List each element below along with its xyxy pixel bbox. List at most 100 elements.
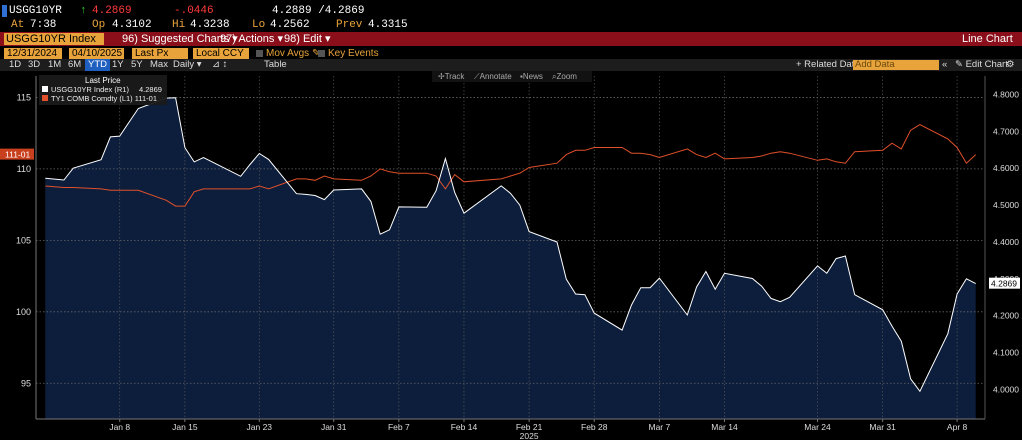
period-max[interactable]: Max: [150, 59, 168, 70]
x-tick-label: Feb 14: [451, 422, 478, 432]
mov-avgs-label: Mov Avgs: [266, 48, 310, 59]
right-tick-label: 4.8000: [993, 89, 1019, 99]
mov-avgs-toggle[interactable]: Mov Avgs ✎: [256, 48, 320, 59]
frequency-select[interactable]: Daily ▾: [173, 59, 202, 70]
right-tick-label: 4.7000: [993, 126, 1019, 136]
collapse-icon[interactable]: «: [942, 59, 948, 70]
right-tick-label: 4.4000: [993, 237, 1019, 247]
x-tick-label: Jan 8: [109, 422, 130, 432]
annotate-tool[interactable]: ⟋ Annotate: [474, 72, 512, 81]
end-date-field[interactable]: 04/10/2025: [69, 48, 124, 59]
treasury-area: [45, 97, 976, 420]
quote-change: -.0446: [174, 5, 214, 17]
period-ytd[interactable]: YTD: [85, 59, 110, 71]
legend-box: [39, 75, 167, 105]
x-tick-label: Feb 28: [581, 422, 608, 432]
start-date-field[interactable]: 12/31/2024: [4, 48, 62, 59]
annotate-label: Annotate: [479, 72, 512, 81]
track-tool[interactable]: ✢ Track: [438, 72, 465, 81]
add-data-input[interactable]: Add Data: [853, 60, 939, 70]
suggested-charts-menu[interactable]: 96) Suggested Charts ▾: [122, 33, 238, 45]
x-tick-label: Mar 14: [711, 422, 738, 432]
news-tool[interactable]: ▪ News: [520, 72, 543, 81]
currency-select[interactable]: Local CCY: [193, 48, 249, 59]
right-tick-label: 4.2000: [993, 311, 1019, 321]
right-tick-label: 4.6000: [993, 163, 1019, 173]
left-tick-label: 105: [16, 235, 31, 245]
left-current-value: 111-01: [5, 150, 30, 160]
controls-row: [0, 47, 1022, 59]
left-tick-label: 115: [17, 92, 31, 102]
legend-series-label: TY1 COMB Comdty (L1) 111-01: [51, 94, 157, 103]
left-tick-label: 110: [17, 164, 31, 174]
high-label: Hi: [172, 19, 186, 31]
left-tick-label: 95: [21, 378, 31, 388]
right-current-tag: [989, 277, 1020, 289]
legend-swatch: [42, 86, 48, 92]
key-events-checkbox-icon: [318, 49, 325, 57]
period-6m[interactable]: 6M: [68, 59, 82, 70]
period-1y[interactable]: 1Y: [112, 59, 124, 70]
right-tick-label: 4.1000: [993, 348, 1019, 358]
prev-label: Prev: [336, 19, 363, 31]
legend-series-label: USGG10YR Index (R1): [51, 85, 129, 94]
actions-menu[interactable]: 97) Actions ▾: [220, 33, 283, 45]
key-events-toggle[interactable]: Key Events: [318, 48, 379, 59]
x-year-label: 2025: [520, 431, 539, 440]
gear-icon[interactable]: ⚙: [1006, 59, 1015, 70]
chart-toolbar: ✢ Track ⟋ Annotate ▪ News ⌕ Zoom: [432, 71, 592, 82]
quote-time: 7:38: [30, 19, 57, 31]
legend-swatch: [42, 95, 48, 101]
x-tick-label: Jan 15: [172, 422, 198, 432]
edit-chart-button[interactable]: ✎ Edit Chart: [955, 59, 1008, 70]
period-3d[interactable]: 3D: [28, 59, 41, 70]
line-chart[interactable]: 115 110 105 100 95 4.8000 4.7000 4.6000 4.5000 4.…: [0, 71, 1022, 440]
quote-last: 4.2869: [92, 5, 132, 17]
quote-low: 4.2562: [270, 19, 310, 31]
x-tick-label: Jan 31: [321, 422, 347, 432]
x-tick-label: Mar 24: [804, 422, 831, 432]
treasury-line: [45, 97, 976, 393]
news-label: News: [522, 72, 543, 81]
right-tick-label: 4.0000: [993, 384, 1019, 394]
legend-header: Last Price: [85, 76, 121, 85]
quote-bid-ask: 4.2889 /4.2869: [272, 5, 365, 17]
right-tick-label: 4.5000: [993, 200, 1019, 210]
x-tick-label: Mar 31: [869, 422, 896, 432]
up-arrow-icon: ↑: [80, 5, 87, 17]
related-data-button[interactable]: + Related Dat: [796, 59, 855, 70]
at-label: At: [11, 19, 25, 31]
right-current-value: 4.2869: [991, 279, 1017, 289]
zoom-tool[interactable]: ⌕ Zoom: [552, 72, 577, 81]
key-events-label: Key Events: [328, 48, 379, 59]
period-5y[interactable]: 5Y: [131, 59, 143, 70]
open-label: Op: [92, 19, 106, 31]
quote-prev: 4.3315: [368, 19, 408, 31]
legend-series-value: 4.2869: [139, 85, 162, 94]
zoom-label: Zoom: [556, 72, 577, 81]
edit-menu[interactable]: 98) Edit ▾: [284, 33, 331, 45]
quote-open: 4.3102: [112, 19, 152, 31]
period-1m[interactable]: 1M: [48, 59, 62, 70]
table-button[interactable]: Table: [264, 59, 287, 70]
x-tick-label: Apr 8: [947, 422, 968, 432]
period-1d[interactable]: 1D: [9, 59, 22, 70]
x-tick-label: Jan 23: [247, 422, 273, 432]
quote-ticker[interactable]: USGG10YR: [9, 5, 62, 17]
left-tick-label: 100: [16, 307, 31, 317]
line-style-icon[interactable]: ⊿ ↕: [212, 59, 228, 70]
quote-high: 4.3238: [190, 19, 230, 31]
x-tick-label: Feb 21: [516, 422, 543, 432]
menu-bar: 96) Suggested Charts ▾ 97) Actions ▾ 98)…: [0, 32, 1022, 46]
track-label: Track: [444, 72, 465, 81]
period-row: 1D 3D 1M 6M YTD 1Y 5Y Max Daily ▾ ⊿ ↕ Ta…: [0, 59, 1022, 71]
ticker-marker: [2, 5, 7, 17]
futures-line: [45, 124, 977, 207]
field-select[interactable]: Last Px: [132, 48, 188, 59]
x-tick-label: Mar 7: [648, 422, 670, 432]
left-current-tag: [0, 148, 34, 160]
chart-type-title: Line Chart: [962, 33, 1013, 45]
low-label: Lo: [252, 19, 266, 31]
security-input[interactable]: USGG10YR Index: [4, 33, 104, 45]
x-tick-label: Feb 7: [388, 422, 410, 432]
